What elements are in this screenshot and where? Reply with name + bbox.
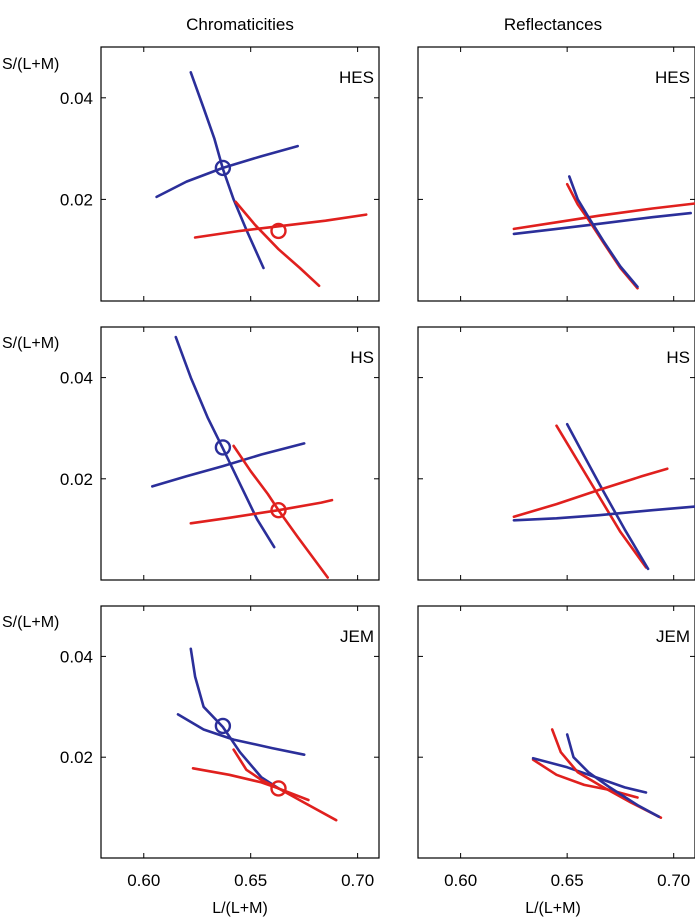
x-tick-label: 0.65	[234, 871, 267, 890]
marker-circle-blue	[214, 717, 232, 735]
panel-frame	[100, 326, 380, 581]
series-line-red	[512, 467, 669, 519]
series-line-red	[555, 424, 648, 569]
series-line-blue	[176, 713, 306, 756]
y-tick-label: 0.02	[60, 748, 93, 767]
series-group	[531, 728, 663, 819]
x-tick-label: 0.65	[551, 871, 584, 890]
series-group	[512, 175, 695, 290]
series-line-red	[512, 202, 695, 231]
panel-label: JEM	[340, 627, 374, 646]
series-line-blue	[568, 175, 639, 289]
series-group	[151, 335, 334, 579]
series-line-blue	[155, 144, 299, 199]
y-tick-label: 0.02	[60, 190, 93, 209]
y-tick-label: 0.02	[60, 470, 93, 489]
panel-label: HS	[666, 348, 690, 367]
series-line-blue	[565, 733, 661, 818]
panel-reflectances-JEM: 0.60 0.65 0.70 JEM	[417, 605, 695, 890]
y-axis-label-row-3: S/(L+M)	[2, 614, 59, 631]
panel-reflectances-HES: HES	[417, 46, 695, 302]
series-line-blue	[512, 211, 692, 236]
series-line-blue	[565, 422, 650, 571]
y-tick-label: 0.04	[60, 369, 93, 388]
series-line-blue	[189, 71, 265, 270]
series-line-blue	[151, 442, 306, 488]
series-group	[176, 647, 338, 822]
x-tick-label: 0.60	[127, 871, 160, 890]
panel-frame	[417, 326, 695, 581]
x-axis-label-right: L/(L+M)	[525, 900, 581, 917]
marker-circle-blue	[214, 439, 232, 456]
panel-frame	[417, 605, 695, 859]
column-title-chromaticities: Chromaticities	[186, 15, 294, 34]
marker-circle-red	[270, 780, 287, 797]
y-tick-label: 0.04	[60, 89, 93, 108]
y-tick-label: 0.04	[60, 647, 93, 666]
series-group	[155, 71, 368, 288]
panel-label: HS	[350, 348, 374, 367]
x-tick-label: 0.70	[341, 871, 374, 890]
x-tick-label: 0.60	[444, 871, 477, 890]
series-line-red	[531, 758, 639, 799]
marker-circle-red	[270, 501, 287, 519]
x-tick-label: 0.70	[657, 871, 690, 890]
series-line-red	[191, 767, 310, 802]
y-axis-label-row-2: S/(L+M)	[2, 335, 59, 352]
panel-chromaticities-JEM: 0.60 0.65 0.70 0.02 0.04 JEM	[60, 605, 380, 890]
column-title-reflectances: Reflectances	[504, 15, 602, 34]
series-line-blue	[174, 335, 276, 549]
panel-chromaticities-HES: 0.02 0.04 HES	[60, 46, 380, 302]
panel-frame	[100, 46, 380, 302]
panel-label: JEM	[656, 627, 690, 646]
series-line-blue	[512, 505, 695, 522]
series-line-blue	[531, 756, 648, 794]
panel-label: HES	[655, 68, 690, 87]
series-line-red	[232, 444, 329, 579]
panel-frame	[100, 605, 380, 859]
series-line-red	[189, 498, 334, 525]
series-line-red	[234, 200, 321, 288]
marker-circle-blue	[214, 159, 232, 177]
series-line-blue	[189, 647, 280, 790]
panel-reflectances-HS: HS	[417, 326, 695, 581]
marker-circle-red	[270, 222, 287, 240]
panel-label: HES	[339, 68, 374, 87]
x-axis-label-left: L/(L+M)	[212, 900, 268, 917]
series-line-red	[193, 213, 368, 239]
panel-chromaticities-HS: 0.02 0.04 HS	[60, 326, 380, 581]
series-group	[512, 422, 695, 571]
y-axis-label-row-1: S/(L+M)	[2, 56, 59, 73]
panel-frame	[417, 46, 695, 302]
